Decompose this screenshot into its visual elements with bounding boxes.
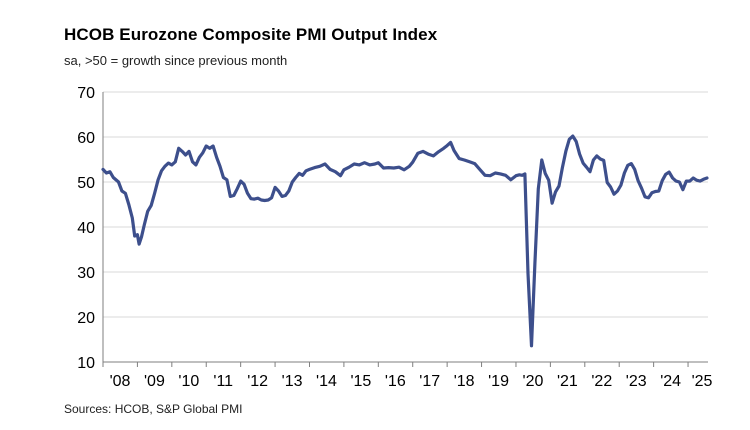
y-tick-label: 50 (77, 175, 95, 192)
x-tick-label: '14 (316, 373, 337, 390)
x-tick-label: '13 (282, 373, 303, 390)
chart-subtitle: sa, >50 = growth since previous month (64, 53, 288, 68)
chart-source: Sources: HCOB, S&P Global PMI (64, 402, 243, 416)
x-tick-label: '15 (350, 373, 371, 390)
gridlines (103, 91, 708, 318)
y-tick-label: 20 (77, 310, 95, 327)
x-tick-label: '19 (488, 373, 509, 390)
x-tick-label: '16 (385, 373, 406, 390)
y-tick-label: 10 (77, 355, 95, 372)
x-axis-ticks: '08 '09 '10 '11 '12 '13 '14 '15 '16 '17 '18 '19 '20 '… (110, 373, 713, 390)
x-tick-label: '11 (213, 373, 233, 390)
x-tick-label: '22 (591, 373, 612, 390)
x-tick-label: '12 (247, 373, 268, 390)
y-tick-label: 30 (77, 265, 95, 282)
y-axis-ticks: 70 60 50 40 30 20 10 (77, 85, 95, 372)
x-tick-label: '25 (692, 373, 713, 390)
x-tick-label: '20 (523, 373, 544, 390)
x-tick-label: '24 (660, 373, 681, 390)
x-tick-label: '09 (144, 373, 165, 390)
series-group (101, 134, 709, 348)
x-tick-label: '17 (419, 373, 440, 390)
chart-title: HCOB Eurozone Composite PMI Output Index (64, 25, 438, 44)
x-tick-label: '18 (454, 373, 475, 390)
x-tick-label: '23 (626, 373, 647, 390)
y-tick-label: 60 (77, 130, 95, 147)
x-tick-label: '10 (178, 373, 199, 390)
y-tick-label: 40 (77, 220, 95, 237)
axes (102, 92, 708, 367)
x-tick-label: '08 (110, 373, 131, 390)
y-tick-label: 70 (77, 85, 95, 102)
series-line-0 (101, 134, 709, 348)
x-tick-label: '21 (557, 373, 578, 390)
